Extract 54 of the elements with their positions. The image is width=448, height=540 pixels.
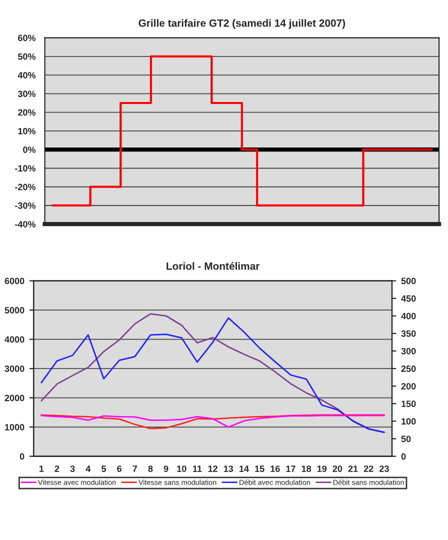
x-tick-label: 11 xyxy=(193,466,202,472)
y-tick-label: -20% xyxy=(15,184,36,190)
x-tick-label: 4 xyxy=(86,466,91,472)
y-tick-label: 4000 xyxy=(4,336,24,343)
x-tick-label: 5 xyxy=(101,466,106,472)
x-tick-label: 15 xyxy=(255,466,264,472)
y2-tick-label: 350 xyxy=(401,330,416,337)
x-tick-label: 12 xyxy=(208,466,218,472)
y-tick-label: 1000 xyxy=(5,424,24,430)
y-tick-label: -40% xyxy=(15,221,36,228)
x-tick-label: 3 xyxy=(70,466,75,472)
y2-tick-label: 400 xyxy=(401,312,416,320)
y-tick-label: 20% xyxy=(18,109,36,116)
y-tick-label: 6000 xyxy=(4,278,24,284)
y2-tick-label: 500 xyxy=(401,278,416,284)
y-tick-label: 30% xyxy=(18,90,36,98)
x-tick-label: 22 xyxy=(364,466,374,472)
y-tick-label: 0 xyxy=(20,453,24,460)
x-tick-label: 7 xyxy=(132,466,137,472)
y-tick-label: 10% xyxy=(18,128,36,134)
y2-tick-label: 200 xyxy=(401,383,416,390)
y-tick-label: 5000 xyxy=(4,307,24,314)
x-tick-label: 6 xyxy=(117,466,122,472)
x-tick-label: 23 xyxy=(380,466,389,472)
x-tick-label: 8 xyxy=(148,466,153,472)
y2-tick-label: 50 xyxy=(401,436,411,442)
x-tick-label: 18 xyxy=(302,466,312,472)
y2-tick-label: 100 xyxy=(402,418,416,425)
y-tick-label: -10% xyxy=(15,165,36,172)
x-tick-label: 9 xyxy=(164,466,168,472)
x-tick-label: 1 xyxy=(39,466,44,472)
y-tick-label: -30% xyxy=(15,202,36,209)
y-tick-label: 0% xyxy=(23,146,36,153)
x-tick-label: 17 xyxy=(286,466,296,472)
y-tick-label: 40% xyxy=(18,72,36,78)
y-tick-label: 3000 xyxy=(4,366,24,372)
y-tick-label: 60% xyxy=(18,34,36,42)
y2-tick-label: 450 xyxy=(401,295,416,302)
x-tick-label: 14 xyxy=(240,466,249,472)
y2-tick-label: 150 xyxy=(402,400,416,408)
y-tick-label: 50% xyxy=(18,53,36,60)
y2-tick-label: 250 xyxy=(401,366,416,372)
chart-title: Grille tarifaire GT2 (samedi 14 juillet 2007) xyxy=(138,19,346,29)
x-tick-label: 19 xyxy=(317,466,327,472)
x-tick-label: 20 xyxy=(332,466,342,472)
x-tick-label: 13 xyxy=(224,466,234,472)
y2-tick-label: 300 xyxy=(401,348,416,354)
x-tick-label: 10 xyxy=(177,466,186,472)
chart-title: Loriol - Montélimar xyxy=(166,262,260,270)
x-tick-label: 2 xyxy=(54,466,60,472)
y-tick-label: 2000 xyxy=(4,394,24,402)
y2-tick-label: 0 xyxy=(401,453,406,460)
x-tick-label: 21 xyxy=(348,466,358,472)
x-tick-label: 16 xyxy=(270,466,280,472)
